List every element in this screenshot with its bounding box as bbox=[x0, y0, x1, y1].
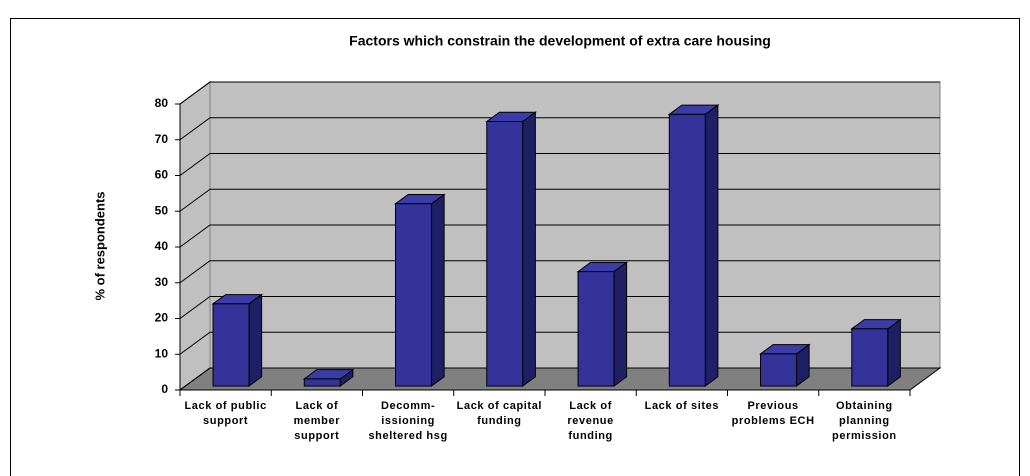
y-tick-label: 80 bbox=[155, 96, 169, 110]
bar bbox=[303, 378, 341, 387]
y-tick-label: 30 bbox=[155, 275, 169, 289]
bar bbox=[851, 328, 889, 387]
floor bbox=[178, 367, 942, 391]
y-tick-label: 0 bbox=[161, 382, 168, 396]
y-tick-label: 20 bbox=[155, 311, 169, 325]
bar bbox=[668, 113, 706, 387]
bar-side bbox=[613, 261, 628, 388]
y-tick-label: 70 bbox=[155, 132, 169, 146]
y-tick-label: 50 bbox=[155, 203, 169, 217]
y-axis-label: % of respondents bbox=[92, 191, 107, 300]
bar bbox=[486, 120, 524, 387]
bar bbox=[577, 271, 615, 387]
x-tick-label: Decomm-issioning sheltered hsg bbox=[368, 400, 448, 442]
bar bbox=[212, 303, 250, 387]
y-tick-label: 40 bbox=[155, 239, 169, 253]
x-tick-label: Lack of public support bbox=[184, 400, 267, 427]
x-tick-label: Lack of sites bbox=[644, 400, 720, 412]
x-tick-label: Lack of revenue funding bbox=[567, 400, 614, 442]
bar-side bbox=[704, 104, 719, 388]
y-tick-label: 60 bbox=[155, 168, 169, 182]
bar bbox=[760, 353, 798, 387]
grid-line bbox=[179, 81, 940, 105]
x-tick-label: Previous problems ECH bbox=[731, 400, 815, 427]
x-tick-label: Lack of capital funding bbox=[456, 400, 543, 427]
bar-side bbox=[887, 318, 901, 388]
bar-side bbox=[248, 293, 263, 388]
chart-title: Factors which constrain the development … bbox=[349, 33, 771, 49]
bar-side bbox=[522, 111, 536, 388]
x-tick-label: Lack of member support bbox=[293, 400, 341, 442]
y-tick-label: 10 bbox=[155, 346, 169, 360]
bar-side bbox=[431, 193, 445, 388]
x-tick-label: Obtaining planning permission bbox=[832, 400, 897, 442]
bar bbox=[395, 203, 433, 387]
